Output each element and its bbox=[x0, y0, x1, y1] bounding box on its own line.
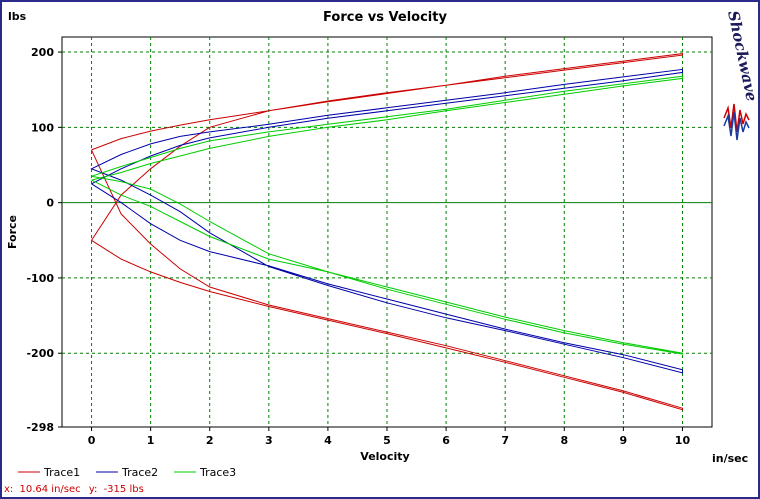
x-tick-label: 1 bbox=[147, 434, 155, 447]
x-tick-label: 7 bbox=[501, 434, 509, 447]
series-line-trace2 bbox=[90, 68, 683, 374]
series-layer bbox=[90, 53, 683, 411]
x-tick-label: 8 bbox=[560, 434, 568, 447]
legend-label-trace2: Trace2 bbox=[121, 466, 158, 479]
y-tick-label: -100 bbox=[26, 272, 54, 285]
y-tick-label: 0 bbox=[46, 197, 54, 210]
y-unit-label: lbs bbox=[8, 10, 27, 23]
logo-wave-blue bbox=[723, 111, 750, 141]
y-tick-label: 100 bbox=[31, 121, 54, 134]
y-tick-label: 200 bbox=[31, 46, 54, 59]
readout-y-value: -315 lbs bbox=[104, 484, 144, 495]
legend-label-trace1: Trace1 bbox=[43, 466, 80, 479]
x-axis-title: Velocity bbox=[360, 450, 409, 463]
x-tick-label: 4 bbox=[324, 434, 332, 447]
logo-wave-red bbox=[723, 103, 750, 133]
x-tick-label: 10 bbox=[675, 434, 691, 447]
y-axis-title: Force bbox=[6, 215, 19, 249]
readout-x-label: x: bbox=[4, 484, 13, 495]
y-tick-labels: 200 100 0 -100 -200 -298 bbox=[26, 46, 62, 434]
x-tick-label: 0 bbox=[88, 434, 96, 447]
x-unit-label: in/sec bbox=[712, 452, 748, 465]
series-line-trace1 bbox=[90, 53, 683, 411]
y-tick-label: -200 bbox=[26, 347, 54, 360]
x-tick-label: 2 bbox=[206, 434, 214, 447]
series-line-trace3 bbox=[91, 75, 683, 355]
logo-text: Shockwave bbox=[724, 9, 760, 103]
svg-text:x: 10.64 in/sec y:: x: 10.64 in/sec y: -315 lbs bbox=[4, 484, 144, 495]
x-tick-label: 3 bbox=[265, 434, 273, 447]
legend-label-trace3: Trace3 bbox=[199, 466, 236, 479]
x-tick-label: 6 bbox=[442, 434, 450, 447]
cursor-readout: x: 10.64 in/sec y: -315 lbs bbox=[4, 484, 144, 495]
y-tick-label: -298 bbox=[26, 421, 54, 434]
shockwave-logo: Shockwave bbox=[723, 9, 760, 141]
legend: Trace1 Trace2 Trace3 bbox=[18, 466, 236, 479]
chart-title: Force vs Velocity bbox=[323, 10, 447, 25]
x-tick-labels: 0 1 2 3 4 5 6 7 8 9 10 bbox=[88, 427, 691, 447]
x-tick-label: 9 bbox=[620, 434, 628, 447]
readout-y-label: y: bbox=[89, 484, 98, 495]
readout-x-value: 10.64 in/sec bbox=[19, 484, 80, 495]
x-tick-label: 5 bbox=[383, 434, 391, 447]
